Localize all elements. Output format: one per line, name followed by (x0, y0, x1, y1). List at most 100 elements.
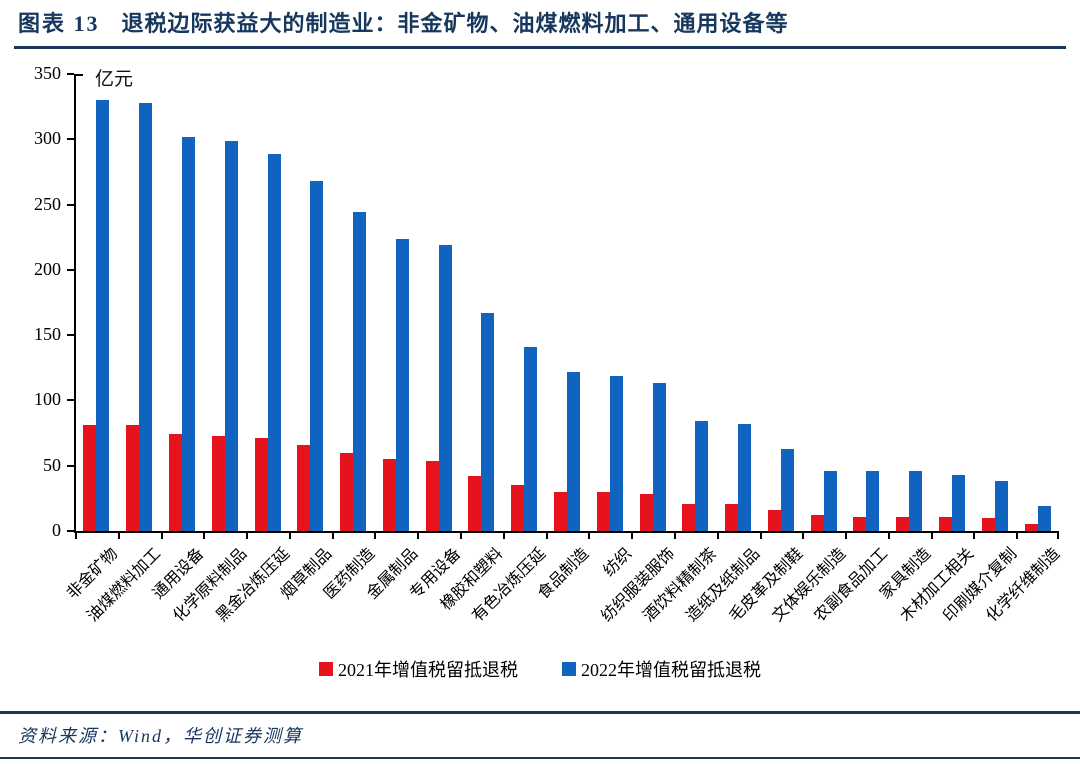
bar-2021 (639, 494, 653, 531)
y-tick-label: 150 (34, 324, 61, 345)
legend-label-2021: 2021年增值税留抵退税 (338, 660, 518, 680)
bar-2022 (181, 136, 195, 531)
bar-2022 (139, 102, 153, 531)
y-tick-label: 350 (34, 63, 61, 83)
bar-2022 (1037, 506, 1051, 531)
x-tick-mark (759, 533, 762, 539)
bar-2021 (168, 434, 182, 531)
x-tick-mark (374, 533, 377, 539)
legend-label-2022: 2022年增值税留抵退税 (581, 660, 761, 680)
bar-2021 (382, 459, 396, 531)
bar-group: 家具制造 (877, 74, 934, 603)
bar-2021 (853, 516, 867, 531)
y-tick-mark (67, 530, 74, 532)
bar-group: 化学原料制品 (170, 74, 250, 625)
bar-group: 专用设备 (407, 74, 464, 603)
bar-2021 (981, 517, 995, 531)
bar-2022 (438, 245, 452, 531)
chart-legend: 2021年增值税留抵退税 2022年增值税留抵退税 (0, 656, 1080, 682)
x-tick-mark (203, 533, 206, 539)
bar-2021 (682, 503, 696, 531)
bar-2022 (652, 383, 666, 531)
footer-divider (0, 711, 1080, 714)
x-tick-mark (588, 533, 591, 539)
bar-2021 (468, 476, 482, 531)
x-tick-mark (545, 533, 548, 539)
bar-group: 农副食品加工 (812, 74, 892, 625)
figure-number: 图表 13 (18, 11, 100, 36)
bar-2021 (596, 491, 610, 531)
x-tick-mark (117, 533, 120, 539)
bar-2022 (823, 470, 837, 531)
bar-2021 (340, 452, 354, 531)
y-tick-mark (67, 203, 74, 206)
bar-chart: 亿元 0 50 100 150 200 250 300 350 非金矿物 油煤燃料加工 通用设备化… (34, 63, 1063, 625)
bar-2021 (126, 425, 140, 531)
bar-2021 (725, 503, 739, 531)
x-tick-mark (631, 533, 634, 539)
y-tick-label: 0 (52, 520, 61, 540)
bar-2022 (609, 375, 623, 531)
bar-group: 毛皮革及制鞋 (726, 74, 806, 625)
bar-2021 (425, 460, 439, 531)
top-divider (14, 46, 1066, 49)
x-tick-mark (160, 533, 163, 539)
bottom-divider (0, 757, 1080, 759)
y-tick-label: 100 (34, 389, 61, 410)
bar-2022 (481, 312, 495, 531)
bar-group: 橡胶和塑料 (438, 74, 507, 614)
figure-title: 退税边际获益大的制造业：非金矿物、油煤燃料加工、通用设备等 (121, 11, 789, 36)
bar-2022 (780, 448, 794, 531)
bar-2022 (909, 470, 923, 531)
bar-group: 纺织 (588, 74, 635, 580)
bar-group: 黑金冶炼压延 (213, 74, 293, 625)
legend-swatch-blue (562, 662, 576, 676)
y-tick-mark (67, 399, 74, 402)
plot-area: 非金矿物 油煤燃料加工 通用设备 化学原料制品 黑金冶炼压延 烟草制品 医药制造 金属制品 专用… (64, 74, 1063, 625)
y-axis-top-cap (75, 74, 83, 76)
bar-2021 (896, 516, 910, 531)
bar-2021 (254, 438, 268, 531)
bar-group: 化学纤维制造 (983, 74, 1063, 625)
legend-swatch-red (319, 662, 333, 676)
y-axis-unit-label: 亿元 (95, 69, 134, 90)
bar-2022 (566, 371, 580, 531)
bar-group: 油煤燃料加工 (85, 74, 164, 625)
bar-2021 (939, 516, 953, 531)
bar-2021 (297, 444, 311, 531)
bar-group: 造纸及纸制品 (683, 74, 763, 625)
y-tick-mark (67, 73, 74, 75)
x-tick-mark (460, 533, 463, 539)
bar-2021 (767, 510, 781, 531)
x-tick-mark (673, 533, 676, 539)
x-tick-mark (246, 533, 249, 539)
x-tick-mark (502, 533, 505, 539)
y-axis-line (74, 74, 76, 533)
bar-group: 烟草制品 (278, 74, 336, 603)
bar-group: 食品制造 (535, 74, 592, 603)
bar-group: 有色冶炼压延 (470, 74, 549, 625)
bar-2021 (810, 515, 824, 531)
y-tick-mark (67, 138, 74, 141)
y-tick-label: 50 (43, 454, 61, 475)
bar-2022 (395, 238, 409, 531)
x-tick-mark (973, 533, 976, 539)
y-tick-label: 300 (34, 128, 61, 149)
bar-group: 医药制造 (321, 74, 378, 603)
x-tick-mark (417, 533, 420, 539)
figure-header: 图表 13 退税边际获益大的制造业：非金矿物、油煤燃料加工、通用设备等 (18, 6, 789, 38)
bar-2021 (83, 425, 97, 531)
x-tick-mark (887, 533, 890, 539)
bar-2022 (310, 181, 324, 531)
bar-2021 (511, 485, 525, 531)
x-tick-mark (845, 533, 848, 539)
bar-2022 (524, 346, 538, 531)
bar-2022 (353, 212, 367, 531)
y-tick-mark (67, 334, 74, 337)
bar-2022 (96, 100, 110, 531)
bar-2022 (267, 153, 281, 531)
bar-group: 纺织服装服饰 (598, 74, 678, 625)
x-tick-mark (75, 533, 77, 539)
bar-group: 通用设备 (150, 74, 207, 603)
